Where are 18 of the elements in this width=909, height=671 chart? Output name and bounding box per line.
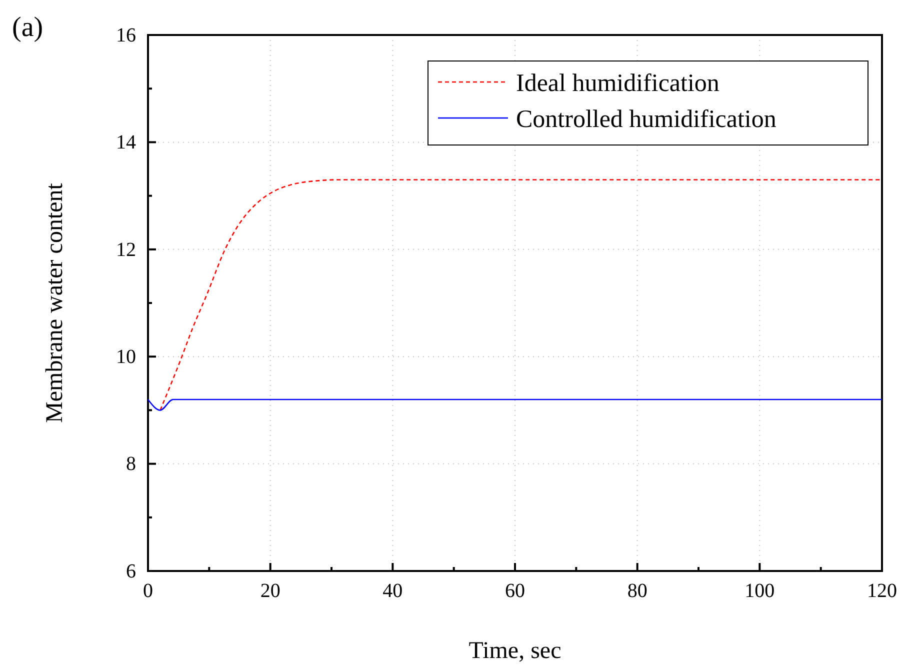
x-tick-label: 100 xyxy=(744,580,775,602)
y-axis-title: Membrane water content xyxy=(42,182,68,423)
legend-label: Controlled humidification xyxy=(516,106,777,133)
y-tick-label: 6 xyxy=(126,560,136,582)
x-tick-label: 40 xyxy=(382,580,403,602)
legend-label: Ideal humidification xyxy=(516,70,720,97)
y-tick-label: 16 xyxy=(116,24,136,46)
y-tick-label: 10 xyxy=(116,346,136,368)
y-tick-label: 8 xyxy=(126,453,136,476)
x-tick-label: 0 xyxy=(143,580,153,602)
x-tick-label: 60 xyxy=(505,580,525,602)
x-tick-label: 120 xyxy=(867,580,897,602)
text: (a) xyxy=(12,12,44,43)
x-tick-label: 80 xyxy=(627,580,648,602)
x-tick-label: 20 xyxy=(260,580,280,602)
y-tick-label: 14 xyxy=(116,132,136,154)
x-axis-title: Time, sec xyxy=(468,638,562,664)
y-tick-label: 12 xyxy=(116,238,136,261)
